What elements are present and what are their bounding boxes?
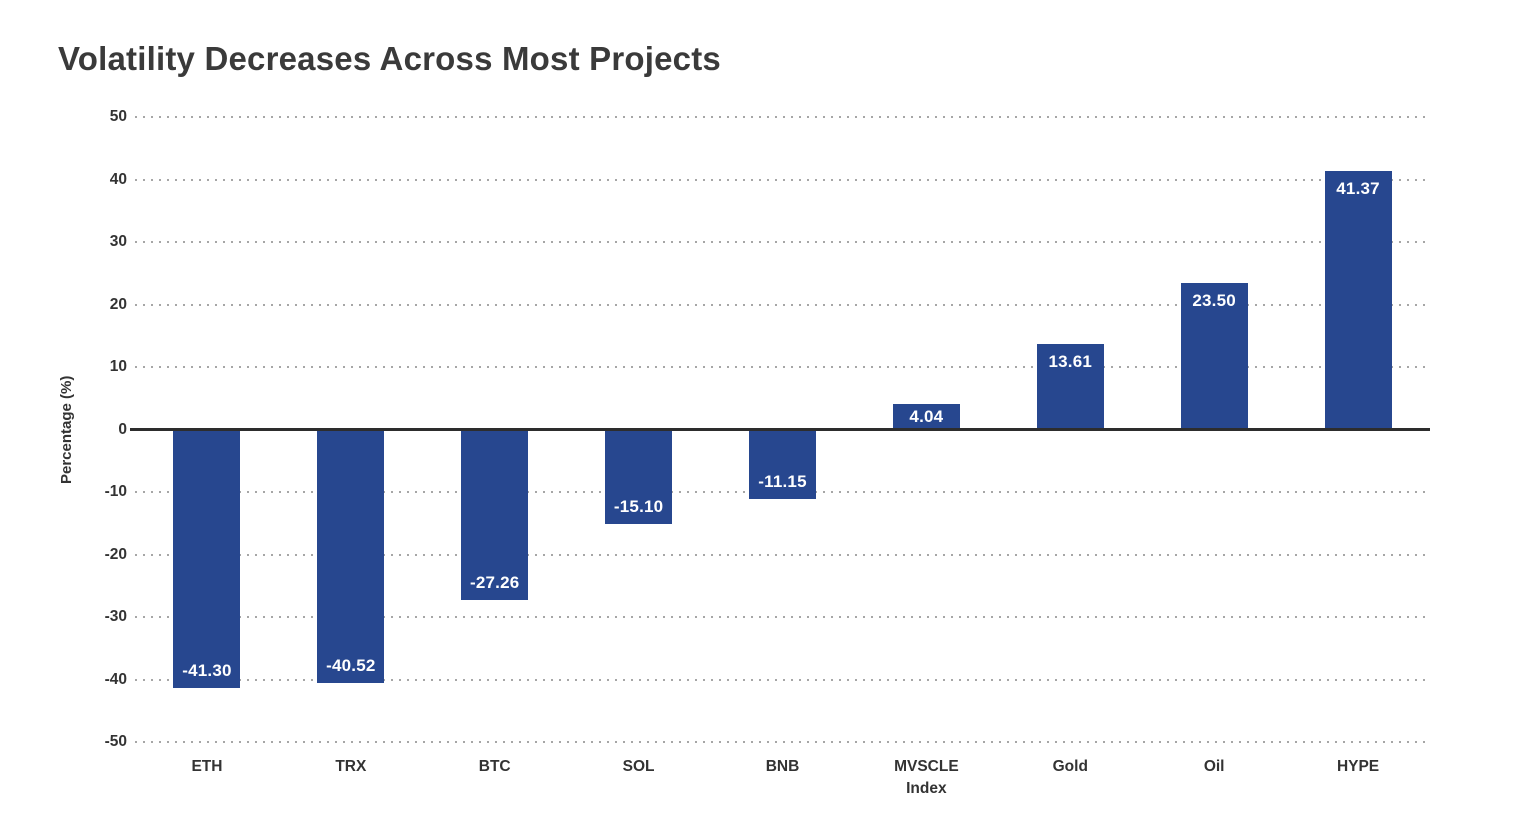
bar: -15.10 <box>605 429 673 524</box>
x-category-label: TRX <box>335 758 367 775</box>
x-category-label: Oil <box>1203 758 1225 775</box>
bar-value-label: -15.10 <box>613 496 664 516</box>
y-tick-label: 0 <box>118 420 127 438</box>
bar-value-label: -40.52 <box>326 655 376 675</box>
y-tick-label: -20 <box>104 545 127 563</box>
x-category-label: SOL <box>622 758 655 775</box>
y-tick-label: -50 <box>104 733 127 750</box>
grid-line <box>135 741 1430 743</box>
chart-title: Volatility Decreases Across Most Project… <box>58 40 721 77</box>
bar-value-label: -41.30 <box>182 660 232 680</box>
x-category-label: BTC <box>478 758 511 775</box>
bar: -11.15 <box>749 429 816 500</box>
bar: 23.50 <box>1180 282 1248 430</box>
bar-value-label: -27.26 <box>470 572 520 592</box>
bar: -40.52 <box>317 429 385 683</box>
grid-line <box>135 553 1430 556</box>
y-tick-label: 20 <box>109 295 127 313</box>
bar: 4.04 <box>892 404 960 430</box>
bar-value-label: 13.61 <box>1048 352 1093 372</box>
y-tick-label: 30 <box>109 233 127 250</box>
grid-line <box>135 366 1430 368</box>
y-tick-label: -10 <box>104 483 127 500</box>
grid-line <box>135 241 1430 243</box>
grid-line <box>135 303 1430 306</box>
bar: -27.26 <box>461 429 529 600</box>
y-tick-label: 40 <box>109 170 127 188</box>
grid-line <box>135 678 1430 681</box>
x-category-label: HYPE <box>1336 758 1380 775</box>
y-tick-label: -30 <box>104 608 127 625</box>
grid-line <box>135 178 1430 181</box>
bar-value-label: 4.04 <box>909 407 944 427</box>
zero-axis-line <box>130 428 1430 431</box>
bar: 41.37 <box>1324 170 1392 430</box>
y-tick-label: 50 <box>109 108 127 125</box>
bar: -41.30 <box>173 429 241 688</box>
y-tick-label: 10 <box>109 358 127 375</box>
bar: 13.61 <box>1036 344 1104 430</box>
plot-area: -41.30 -40.52 -27.26 -15.10 -11.15 4.04 13.61 2… <box>130 116 1430 743</box>
bar-value-label: -11.15 <box>758 472 807 492</box>
bar-value-label: 41.37 <box>1336 178 1380 198</box>
y-tick-label: -40 <box>104 670 127 688</box>
x-category-label: ETH <box>191 758 223 775</box>
grid-line <box>135 116 1430 118</box>
x-category-label: BNB <box>765 758 800 775</box>
x-category-label: MVSCLE Index <box>894 758 959 798</box>
bar-value-label: 23.50 <box>1192 290 1236 310</box>
x-category-label: Gold <box>1052 758 1088 775</box>
grid-line <box>135 616 1430 618</box>
